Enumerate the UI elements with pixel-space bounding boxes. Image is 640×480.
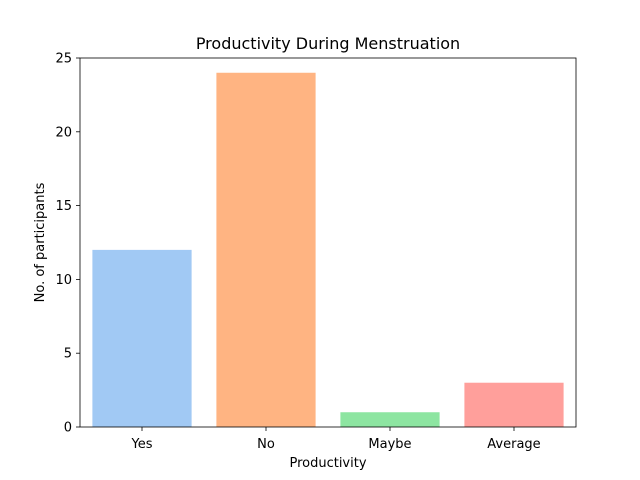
x-tick-label: No: [257, 437, 275, 452]
y-tick-label: 25: [55, 52, 72, 67]
x-axis-ticks: Yes No Maybe Average: [131, 427, 541, 452]
y-tick-label: 5: [64, 347, 72, 362]
y-tick-label: 0: [64, 421, 72, 436]
chart-title: Productivity During Menstruation: [196, 34, 460, 53]
bar-yes: [92, 249, 192, 427]
plot-frame: [79, 57, 577, 428]
y-axis-label: No. of participants: [33, 182, 48, 302]
bar-maybe: [340, 412, 440, 427]
x-axis-label: Productivity: [289, 456, 366, 471]
y-axis-ticks: 0 5 10 15 20 25: [55, 52, 80, 436]
y-tick-label: 20: [55, 125, 72, 140]
bars-group: [92, 72, 564, 427]
y-tick-label: 15: [55, 199, 72, 214]
bar-average: [464, 382, 564, 427]
bar-no: [216, 72, 316, 427]
y-tick-label: 10: [55, 273, 72, 288]
x-tick-label: Yes: [131, 437, 153, 452]
x-tick-label: Maybe: [368, 437, 411, 452]
x-tick-label: Average: [487, 437, 540, 452]
